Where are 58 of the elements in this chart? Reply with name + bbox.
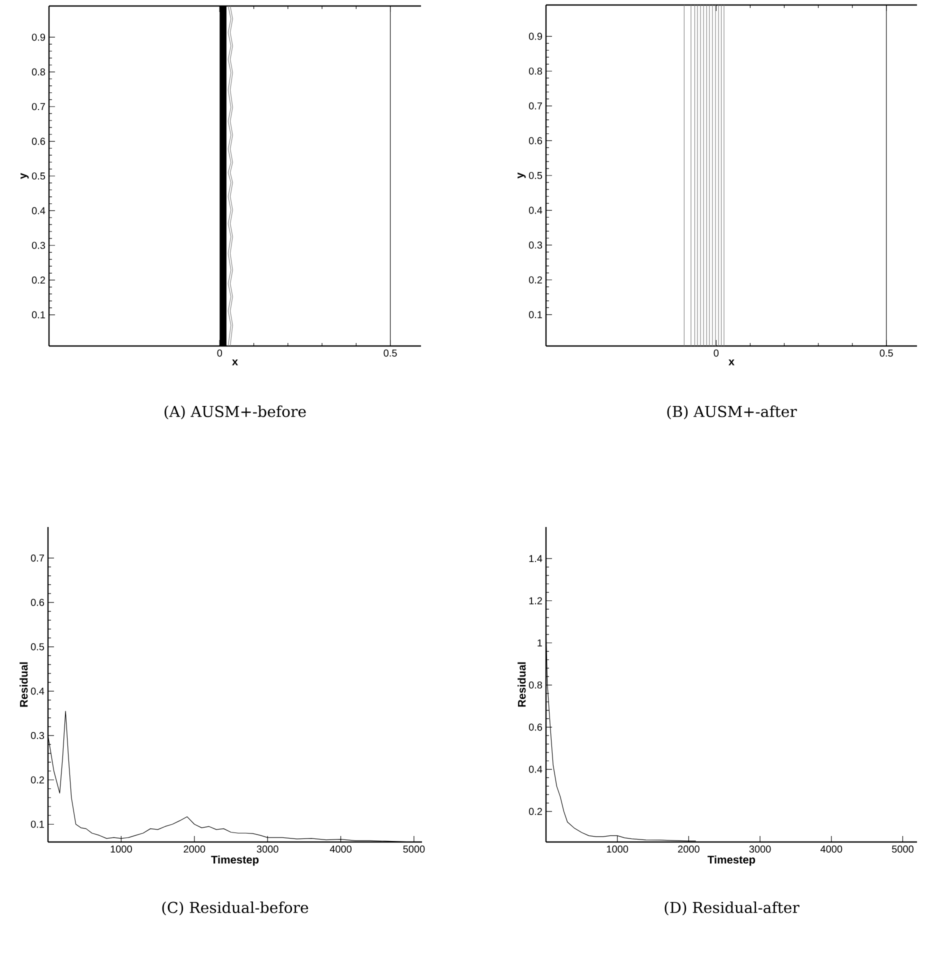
y-tick-label: 0.3 <box>32 242 46 249</box>
y-tick-label: 0.8 <box>528 681 542 689</box>
x-axis-title: x <box>728 359 734 366</box>
y-tick-label: 0.2 <box>528 808 542 815</box>
y-tick-label: 0.5 <box>30 643 44 650</box>
x-tick-label: 3000 <box>749 846 771 853</box>
y-tick-label: 0.4 <box>528 206 542 214</box>
x-tick-label: 4000 <box>820 846 842 853</box>
x-tick-label: 0.5 <box>880 350 893 357</box>
x-tick-label: 2000 <box>184 846 206 853</box>
y-tick-label: 0.2 <box>32 276 45 284</box>
y-tick-label: 0.6 <box>528 137 542 144</box>
y-tick-label: 0.6 <box>30 598 44 606</box>
y-tick-label: 0.3 <box>30 732 44 740</box>
x-axis-title: Timestep <box>708 855 756 866</box>
y-tick-label: 1 <box>538 639 542 646</box>
y-tick-label: 0.1 <box>30 820 44 828</box>
x-tick-label: 2000 <box>678 846 700 853</box>
y-axis-title: Residual <box>518 662 526 707</box>
y-tick-label: 0.7 <box>30 554 44 562</box>
y-tick-label: 0.6 <box>32 138 46 145</box>
x-tick-label: 5000 <box>892 846 914 853</box>
x-tick-label: 3000 <box>256 846 278 853</box>
x-axis-title: x <box>232 359 238 366</box>
y-axis-title: y <box>20 173 29 179</box>
y-tick-label: 0.5 <box>528 172 542 180</box>
y-tick-label: 0.8 <box>528 68 542 75</box>
text: (D) Residual-after <box>664 902 800 916</box>
y-tick-label: 0.1 <box>32 311 45 318</box>
x-tick-label: 0 <box>714 350 719 357</box>
y-tick-label: 0.4 <box>30 688 44 695</box>
x-tick-label: 5000 <box>403 846 425 853</box>
y-tick-label: 1.4 <box>529 555 542 562</box>
y-tick-label: 0.9 <box>32 34 46 41</box>
y-tick-label: 1.2 <box>529 597 542 604</box>
x-tick-label: 1000 <box>606 846 628 853</box>
y-tick-label: 0.9 <box>528 32 542 40</box>
y-tick-label: 0.2 <box>30 776 44 784</box>
y-tick-label: 0.3 <box>528 242 542 249</box>
text: (A) AUSM+-before <box>164 406 306 420</box>
x-tick-label: 0 <box>217 350 222 357</box>
text: (B) AUSM+-after <box>667 406 797 420</box>
text: (C) Residual-before <box>162 902 308 916</box>
y-axis-title: y <box>518 172 526 178</box>
y-axis-title: Residual <box>20 662 28 707</box>
y-tick-label: 0.6 <box>528 724 542 731</box>
y-tick-label: 0.2 <box>528 276 542 284</box>
y-tick-label: 0.7 <box>32 103 45 110</box>
x-tick-label: 0.5 <box>384 350 397 357</box>
y-tick-label: 0.1 <box>528 311 542 318</box>
x-axis-title: Timestep <box>211 855 259 866</box>
x-tick-label: 1000 <box>110 846 132 853</box>
y-tick-label: 0.4 <box>32 207 46 214</box>
y-tick-label: 0.5 <box>32 172 46 180</box>
x-tick-label: 4000 <box>330 846 352 853</box>
y-tick-label: 0.7 <box>528 102 542 110</box>
y-tick-label: 0.4 <box>528 766 542 773</box>
y-tick-label: 0.8 <box>32 68 46 76</box>
